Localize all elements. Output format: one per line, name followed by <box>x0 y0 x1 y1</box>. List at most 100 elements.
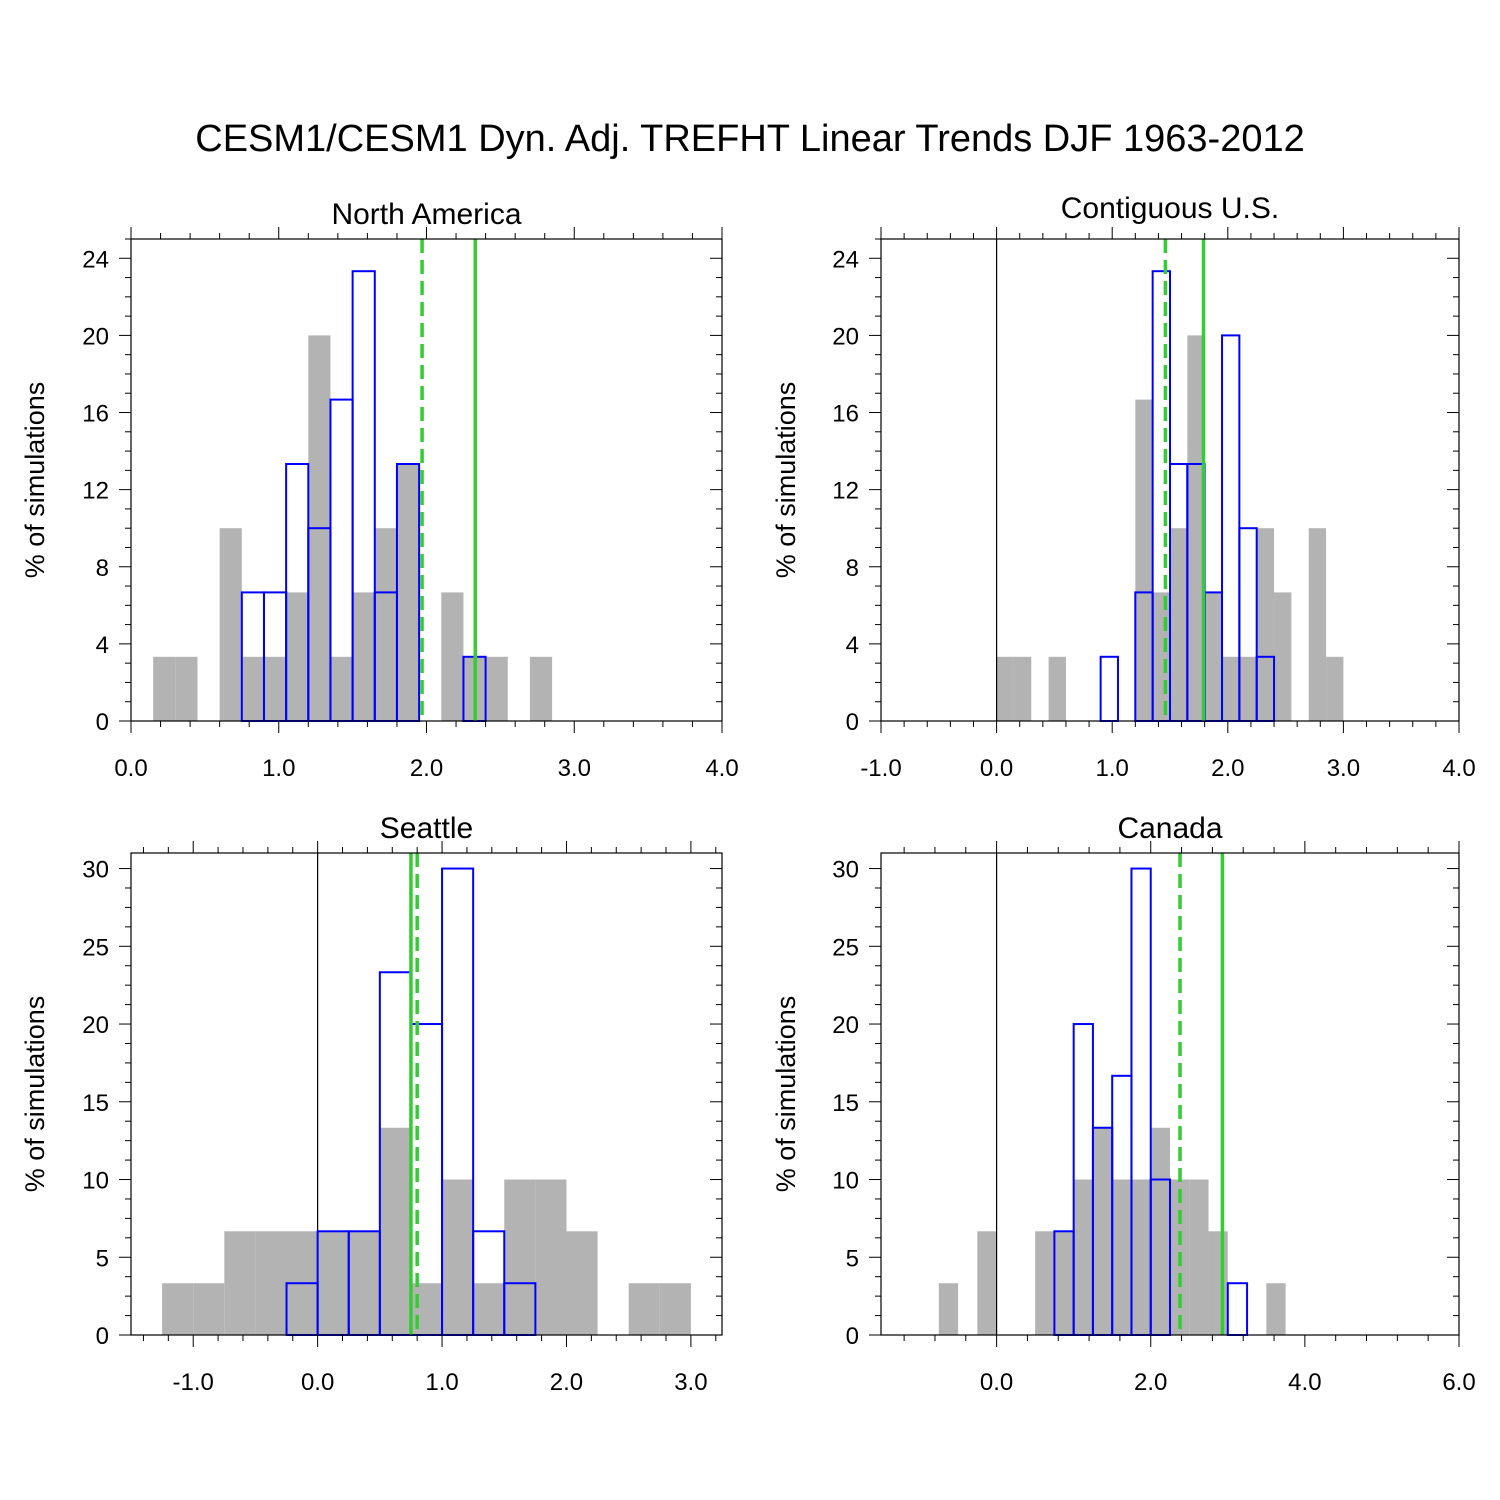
x-tick-label: 1.0 <box>262 755 295 782</box>
y-tick-label: 4 <box>846 632 859 659</box>
bar-cesm1 <box>193 1283 225 1335</box>
y-tick-label: 15 <box>82 1090 109 1117</box>
x-tick-label: 0.0 <box>980 755 1013 782</box>
bar-cesm1 <box>317 1231 349 1335</box>
y-tick-label: 8 <box>846 555 859 582</box>
bar-cesm1 <box>162 1283 194 1335</box>
bar-cesm1 <box>1308 528 1327 721</box>
bar-cesm1 <box>1054 1231 1074 1335</box>
y-tick-label: 25 <box>832 934 859 961</box>
x-tick-label: 2.0 <box>1134 1369 1167 1396</box>
y-tick-label: 20 <box>832 323 859 350</box>
y-tick-label: 0 <box>96 709 109 736</box>
y-tick-label: 0 <box>846 709 859 736</box>
bar-cesm1 <box>348 1231 380 1335</box>
figure-title: CESM1/CESM1 Dyn. Adj. TREFHT Linear Tren… <box>195 118 1305 160</box>
x-tick-label: 3.0 <box>1327 755 1360 782</box>
y-tick-label: 10 <box>832 1168 859 1195</box>
bar-cesm1 <box>1208 1231 1228 1335</box>
y-tick-label: 20 <box>82 323 109 350</box>
bar-cesm1 <box>1135 399 1153 721</box>
x-tick-label: 4.0 <box>705 755 738 782</box>
y-tick-label: 5 <box>96 1245 109 1272</box>
bar-cesm1 <box>1092 1127 1113 1335</box>
bar-cesm1 <box>224 1231 256 1335</box>
bar-cesm1 <box>442 1179 474 1335</box>
bar-cesm1 <box>485 656 508 721</box>
x-tick-label: -1.0 <box>173 1369 214 1396</box>
y-tick-label: 24 <box>832 246 859 273</box>
bar-cesm1 <box>1150 1127 1170 1335</box>
y-tick-label: 0 <box>846 1323 859 1350</box>
bar-cesm1 <box>566 1231 598 1335</box>
bar-cesm1 <box>1189 1179 1209 1335</box>
bar-cesm1 <box>628 1283 660 1335</box>
bar-cesm1 <box>175 656 198 721</box>
y-tick-label: 16 <box>832 401 859 428</box>
bar-cesm1 <box>286 592 309 721</box>
y-tick-label: 4 <box>96 632 109 659</box>
x-tick-label: 3.0 <box>558 755 591 782</box>
panel-title: Contiguous U.S. <box>1061 192 1279 225</box>
bar-cesm1 <box>1131 1179 1151 1335</box>
bar-cesm1 <box>396 463 420 721</box>
bar-cesm1 <box>1112 1179 1132 1335</box>
x-tick-label: 0.0 <box>114 755 147 782</box>
bar-cesm1 <box>153 656 176 721</box>
y-axis-label: % of simulations <box>771 996 801 1193</box>
x-tick-label: 2.0 <box>1211 755 1244 782</box>
y-tick-label: 12 <box>832 478 859 505</box>
bar-cesm1 <box>374 528 397 721</box>
y-tick-label: 24 <box>82 246 109 273</box>
bar-cesm1 <box>535 1179 567 1335</box>
bar-cesm1 <box>1239 656 1257 721</box>
bar-cesm1 <box>1204 592 1223 721</box>
y-tick-label: 16 <box>82 401 109 428</box>
y-tick-label: 5 <box>846 1245 859 1272</box>
y-axis-label: % of simulations <box>20 382 50 579</box>
bar-cesm1 <box>219 528 242 721</box>
y-tick-label: 20 <box>82 1012 109 1039</box>
y-tick-label: 30 <box>82 857 109 884</box>
panel-north-america: 0 4 8 12 16 20 24 0.0 1.0 2.0 3.0 4.0 North America%… <box>20 198 739 782</box>
y-axis-label: % of simulations <box>771 382 801 579</box>
panel-contiguous-u-s: 0 4 8 12 16 20 24 -1.0 0.0 1.0 2.0 3.0 4.0 Contiguous… <box>771 192 1476 782</box>
x-tick-label: 3.0 <box>674 1369 707 1396</box>
bar-cesm1 <box>659 1283 691 1335</box>
panel-title: North America <box>331 198 521 231</box>
x-tick-label: 2.0 <box>410 755 443 782</box>
panel-seattle: 0 5 10 15 20 25 30 -1.0 0.0 1.0 2.0 3.0 Seattle % of … <box>20 812 723 1396</box>
plot-frame <box>130 852 723 1336</box>
bar-cesm1 <box>1170 528 1188 721</box>
x-tick-label: 6.0 <box>1442 1369 1475 1396</box>
y-tick-label: 20 <box>832 1012 859 1039</box>
bar-cesm1 <box>1256 528 1275 721</box>
bar-cesm1 <box>263 656 287 721</box>
bar-cesm1 <box>1073 1179 1093 1335</box>
bar-cesm1 <box>1326 656 1344 721</box>
bar-cesm1 <box>1266 1283 1286 1335</box>
x-tick-label: 1.0 <box>1096 755 1129 782</box>
x-tick-label: 0.0 <box>980 1369 1013 1396</box>
bar-cesm1 <box>504 1179 536 1335</box>
bar-cesm1 <box>1187 335 1205 721</box>
y-tick-label: 12 <box>82 478 109 505</box>
plot-frame <box>880 238 1460 722</box>
bar-cesm1 <box>1152 592 1170 721</box>
x-tick-label: 0.0 <box>301 1369 334 1396</box>
bar-cesm1 <box>330 656 353 721</box>
bar-cesm1 <box>1222 656 1240 721</box>
y-axis-label: % of simulations <box>20 996 50 1193</box>
y-tick-label: 0 <box>96 1323 109 1350</box>
bar-cesm1 <box>996 656 1014 721</box>
bar-cesm1 <box>441 592 464 721</box>
bar-cesm1 <box>379 1127 411 1335</box>
bar-cesm1 <box>1274 592 1292 721</box>
bar-cesm1 <box>473 1283 505 1335</box>
bar-cesm1 <box>255 1231 287 1335</box>
panel-title: Canada <box>1117 812 1222 845</box>
bar-dyn-adj <box>1099 655 1119 723</box>
y-tick-label: 30 <box>832 857 859 884</box>
bar-cesm1 <box>1035 1231 1055 1335</box>
